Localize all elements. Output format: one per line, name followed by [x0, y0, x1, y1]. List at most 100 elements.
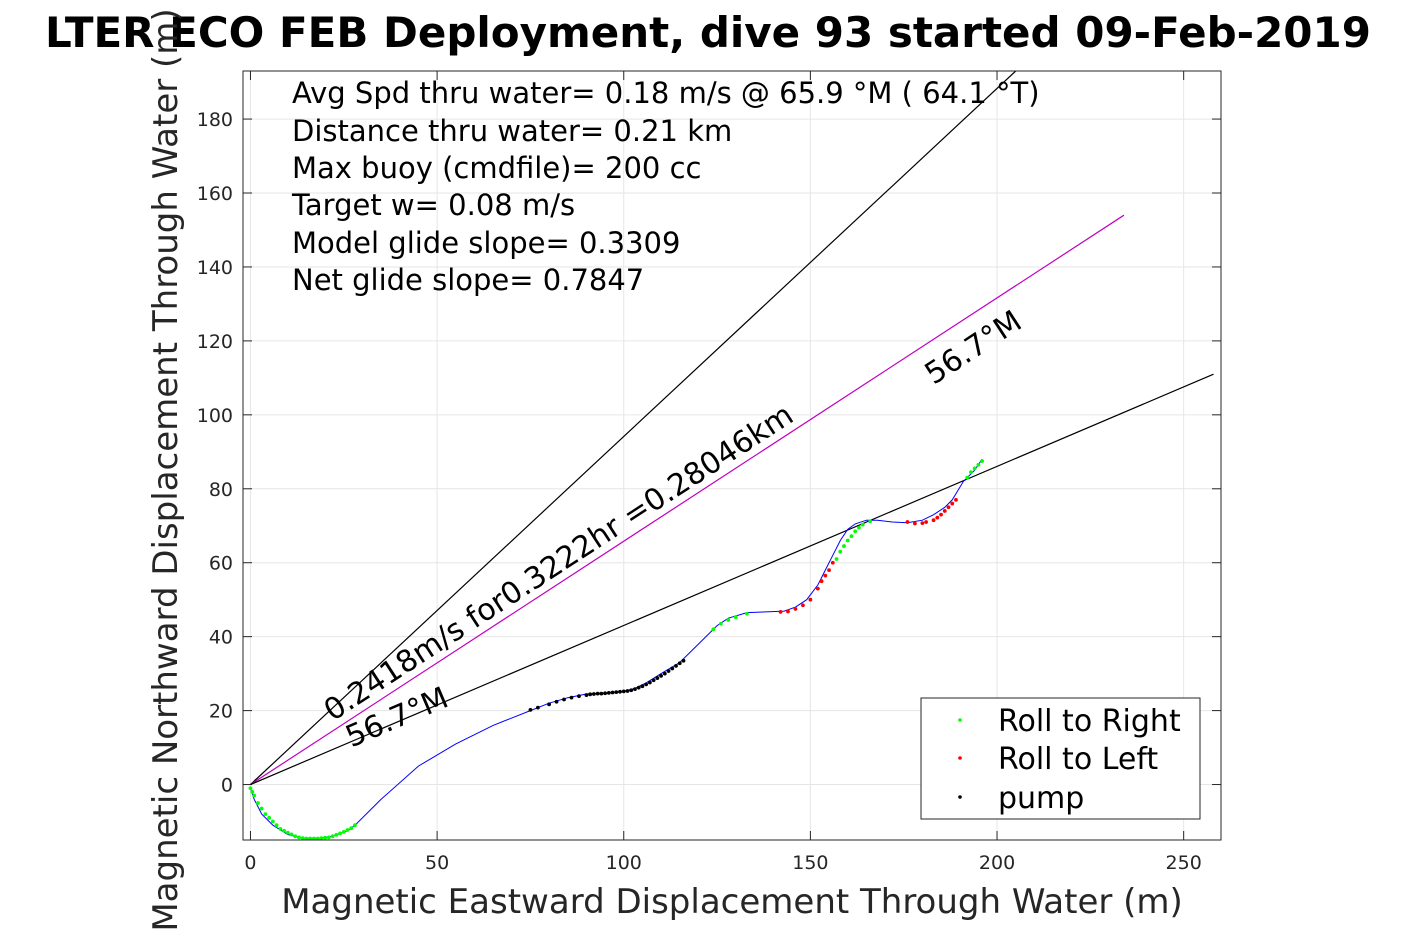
marker-roll-left — [808, 597, 813, 602]
marker-roll-right — [250, 790, 255, 794]
marker-roll-left — [950, 501, 955, 506]
marker-roll-right — [353, 823, 357, 828]
marker-pump — [577, 694, 581, 699]
marker-roll-right — [252, 793, 257, 798]
marker-roll-left — [801, 603, 805, 608]
marker-roll-right — [304, 836, 309, 840]
tick-labels: 0 50 100 150 200 250 0 20 40 60 80 100 120 140 160 180 — [197, 109, 1202, 874]
marker-roll-left — [931, 518, 936, 523]
marker-roll-left — [946, 505, 951, 510]
y-tick-label: 180 — [197, 109, 233, 131]
marker-roll-left — [939, 512, 943, 517]
marker-roll-right — [285, 830, 290, 835]
marker-roll-right — [248, 786, 253, 791]
x-tick-label: 0 — [244, 852, 256, 874]
marker-roll-left — [793, 607, 798, 611]
marker-pump — [674, 663, 678, 668]
marker-roll-right — [711, 627, 716, 632]
marker-pump — [644, 682, 649, 687]
reference-line-heading — [250, 214, 1125, 786]
info-block: Avg Spd thru water= 0.18 m/s @ 65.9 °M (… — [291, 76, 1040, 297]
marker-roll-right — [293, 834, 298, 839]
x-tick-label: 100 — [606, 852, 642, 874]
marker-pump — [640, 684, 645, 689]
grid — [243, 71, 1221, 840]
marker-roll-left — [815, 586, 820, 591]
legend-marker-pump — [958, 795, 962, 799]
marker-pump — [666, 669, 671, 673]
marker-roll-left — [920, 521, 925, 526]
marker-pump — [618, 689, 622, 694]
info-line: Distance thru water= 0.21 km — [292, 114, 732, 148]
marker-roll-right — [838, 549, 843, 554]
y-tick-label: 40 — [209, 627, 233, 649]
marker-pump — [606, 690, 611, 695]
marker-roll-right — [845, 538, 850, 543]
x-tick-label: 250 — [1166, 852, 1202, 874]
marker-roll-left — [905, 520, 910, 524]
x-axis-label: Magnetic Eastward Displacement Through W… — [281, 882, 1183, 922]
marker-pump — [625, 689, 630, 693]
marker-pump — [562, 697, 566, 702]
marker-roll-left — [954, 497, 958, 502]
marker-pump — [547, 702, 551, 707]
y-tick-label: 0 — [221, 775, 233, 797]
marker-pump — [599, 691, 604, 696]
plot-frame — [242, 70, 1222, 841]
marker-roll-right — [726, 618, 731, 622]
marker-roll-right — [308, 836, 313, 840]
reference-line-lower-bound — [250, 373, 1214, 786]
legend-label-roll-right: Roll to Right — [998, 704, 1181, 739]
marker-pump — [677, 661, 682, 666]
marker-pump — [614, 690, 619, 695]
marker-roll-right — [745, 611, 749, 616]
marker-pump — [670, 666, 675, 671]
reference-lines — [250, 71, 1214, 786]
marker-roll-left — [924, 520, 929, 524]
x-tick-label: 50 — [425, 852, 449, 874]
marker-pump — [535, 705, 540, 710]
marker-roll-left — [827, 568, 831, 573]
marker-pump — [633, 687, 637, 692]
marker-roll-right — [300, 836, 305, 840]
marker-roll-right — [312, 836, 316, 840]
marker-roll-right — [326, 835, 331, 840]
tick-marks — [243, 71, 1221, 840]
x-tick-label: 150 — [792, 852, 828, 874]
marker-roll-right — [976, 462, 981, 467]
marker-pump — [528, 707, 533, 712]
marker-roll-right — [349, 826, 354, 831]
marker-roll-right — [323, 835, 328, 840]
marker-roll-left — [935, 515, 940, 520]
marker-roll-right — [274, 823, 279, 828]
marker-roll-left — [913, 521, 917, 526]
marker-roll-left — [823, 573, 828, 578]
y-tick-label: 120 — [197, 331, 233, 353]
marker-roll-right — [289, 832, 294, 837]
marker-pump — [584, 693, 589, 697]
marker-roll-right — [263, 812, 268, 817]
marker-roll-right — [334, 832, 339, 837]
y-tick-label: 80 — [209, 479, 233, 501]
marker-roll-right — [282, 828, 286, 833]
marker-pump — [610, 690, 615, 695]
marker-roll-right — [718, 621, 723, 626]
legend-label-pump: pump — [998, 781, 1084, 816]
marker-pump — [569, 695, 574, 700]
marker-pump — [629, 688, 634, 693]
marker-roll-right — [868, 519, 873, 524]
marker-pump — [655, 676, 660, 680]
y-tick-label: 160 — [197, 183, 233, 205]
marker-roll-right — [315, 836, 320, 840]
legend-label-roll-left: Roll to Left — [998, 742, 1158, 777]
legend-marker-roll-left — [958, 756, 962, 760]
marker-pump — [662, 671, 667, 676]
marker-roll-right — [256, 801, 260, 805]
x-tick-label: 200 — [979, 852, 1015, 874]
marker-roll-right — [857, 525, 861, 530]
marker-pump — [659, 673, 663, 678]
marker-roll-left — [819, 579, 824, 584]
y-axis-label: Magnetic Northward Displacement Through … — [146, 8, 186, 931]
marker-roll-right — [345, 828, 350, 832]
